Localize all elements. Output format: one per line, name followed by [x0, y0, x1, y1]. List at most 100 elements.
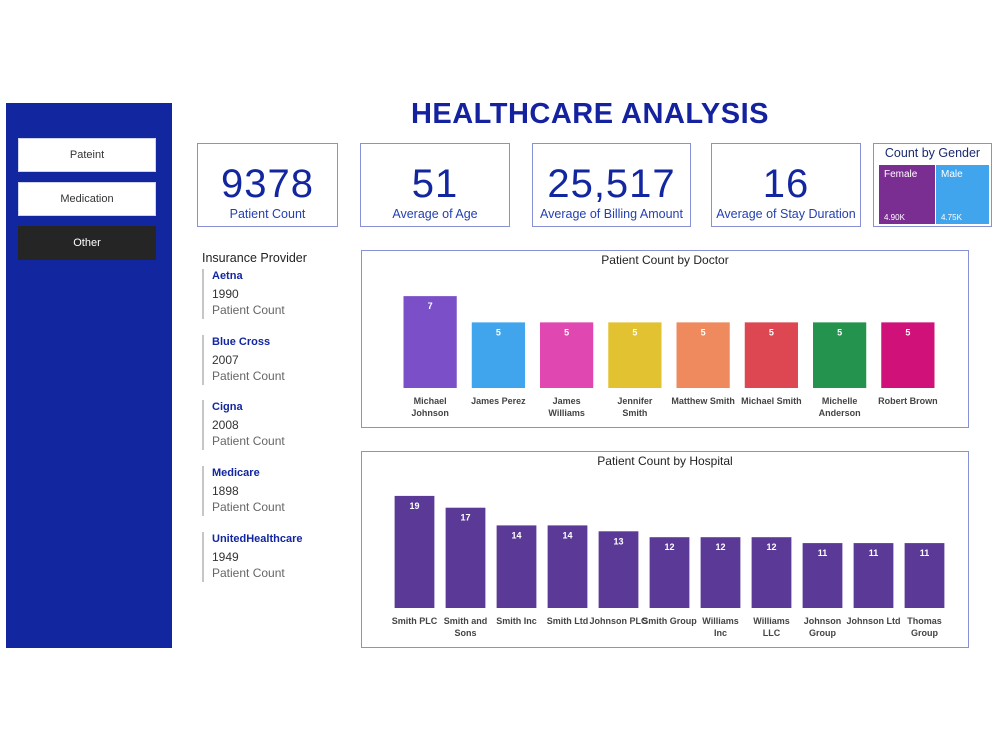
- insurance-value: 1949: [212, 550, 239, 564]
- x-tick-label-smith-ltd: Smith Ltd: [547, 616, 589, 626]
- x-tick-label-jennifer-smith: Jennifer Smith: [617, 396, 653, 418]
- bar-michael-smith[interactable]: [744, 322, 798, 388]
- gender-tile-value: 4.75K: [941, 213, 962, 222]
- bar-williams-inc[interactable]: [700, 537, 741, 608]
- kpi-label: Average of Stay Duration: [716, 207, 856, 221]
- insurance-provider-title: Insurance Provider: [202, 251, 307, 265]
- kpi-card-average-age: 51 Average of Age: [360, 143, 510, 227]
- bar-smith-ltd[interactable]: [547, 525, 588, 608]
- data-label-johnson-ltd: 11: [869, 548, 879, 558]
- data-label-james-williams: 5: [564, 327, 569, 337]
- insurance-name: Cigna: [212, 401, 243, 413]
- bar-jennifer-smith[interactable]: [608, 322, 662, 388]
- x-tick-label-james-perez: James Perez: [471, 396, 526, 406]
- kpi-value: 51: [411, 162, 459, 206]
- bar-williams-llc[interactable]: [751, 537, 792, 608]
- x-tick-label-smith-plc: Smith PLC: [392, 616, 438, 626]
- x-tick-label-williams-llc: Williams LLC: [753, 616, 789, 638]
- x-tick-label-johnson-ltd: Johnson Ltd: [847, 616, 901, 626]
- chart-hospital-card: Patient Count by Hospital 19 Smith PLC 17 S…: [361, 451, 969, 648]
- x-tick-label-johnson-group: Johnson Group: [804, 616, 842, 638]
- sidebar: Pateint Medication Other: [6, 103, 172, 648]
- kpi-label: Average of Billing Amount: [540, 207, 683, 221]
- bar-michelle-anderson[interactable]: [813, 322, 867, 388]
- data-label-michael-smith: 5: [769, 327, 774, 337]
- bar-james-perez[interactable]: [471, 322, 525, 388]
- kpi-label: Patient Count: [229, 207, 306, 221]
- data-label-smith-inc: 14: [511, 530, 521, 540]
- data-label-robert-brown: 5: [905, 327, 910, 337]
- insurance-label: Patient Count: [212, 500, 285, 514]
- bar-smith-plc[interactable]: [394, 495, 435, 608]
- chart-doctor: 7 Michael Johnson 5 James Perez 5 James William…: [403, 296, 938, 418]
- gender-title: Count by Gender: [884, 146, 981, 160]
- data-label-michael-johnson: 7: [428, 301, 433, 311]
- x-tick-label-michelle-anderson: Michelle Anderson: [819, 396, 861, 418]
- bar-michael-johnson[interactable]: [403, 296, 457, 388]
- kpi-value: 25,517: [547, 162, 676, 206]
- insurance-card-blue-cross: Blue Cross 2007 Patient Count: [202, 335, 342, 385]
- insurance-label: Patient Count: [212, 434, 285, 448]
- insurance-label: Patient Count: [212, 303, 285, 317]
- chart-title: Patient Count by Doctor: [601, 253, 729, 267]
- data-label-jennifer-smith: 5: [632, 327, 637, 337]
- insurance-name: UnitedHealthcare: [212, 533, 303, 545]
- data-label-smith-plc: 19: [409, 501, 419, 511]
- gender-tile-label: Male: [941, 169, 963, 180]
- gender-tile-label: Female: [884, 169, 918, 180]
- bar-matthew-smith[interactable]: [676, 322, 730, 388]
- page-title: HEALTHCARE ANALYSIS: [410, 98, 770, 130]
- data-label-michelle-anderson: 5: [837, 327, 842, 337]
- nav-button-medication[interactable]: Medication: [18, 182, 156, 216]
- x-tick-label-thomas-group: Thomas Group: [907, 616, 942, 638]
- chart-doctor-card: Patient Count by Doctor 7 Michael Johnson 5…: [361, 250, 969, 428]
- bar-smith-and-sons[interactable]: [445, 507, 486, 608]
- x-tick-label-robert-brown: Robert Brown: [878, 396, 938, 406]
- insurance-card-aetna: Aetna 1990 Patient Count: [202, 269, 342, 319]
- x-tick-label-michael-johnson: Michael Johnson: [411, 396, 449, 418]
- bar-johnson-ltd[interactable]: [853, 543, 894, 608]
- insurance-name: Blue Cross: [212, 336, 271, 348]
- x-tick-label-smith-group: Smith Group: [642, 616, 697, 626]
- kpi-card-patient-count: 9378 Patient Count: [197, 143, 338, 227]
- nav-button-other[interactable]: Other: [18, 226, 156, 260]
- gender-tile-value: 4.90K: [884, 213, 905, 222]
- x-tick-label-smith-and-sons: Smith and Sons: [444, 616, 488, 638]
- insurance-card-medicare: Medicare 1898 Patient Count: [202, 466, 342, 516]
- bar-smith-group[interactable]: [649, 537, 690, 608]
- data-label-matthew-smith: 5: [701, 327, 706, 337]
- gender-tile-female[interactable]: Female 4.90K: [879, 165, 935, 224]
- data-label-smith-ltd: 14: [562, 530, 572, 540]
- insurance-value: 2007: [212, 353, 239, 367]
- bar-james-williams[interactable]: [540, 322, 594, 388]
- gender-tile-male[interactable]: Male 4.75K: [936, 165, 989, 224]
- bar-smith-inc[interactable]: [496, 525, 537, 608]
- insurance-label: Patient Count: [212, 566, 285, 580]
- kpi-card-average-stay: 16 Average of Stay Duration: [711, 143, 861, 227]
- kpi-value: 16: [762, 162, 810, 206]
- data-label-smith-group: 12: [664, 542, 674, 552]
- chart-title: Patient Count by Hospital: [597, 454, 733, 468]
- insurance-name: Aetna: [212, 270, 243, 282]
- data-label-johnson-plc: 13: [613, 536, 623, 546]
- insurance-label: Patient Count: [212, 369, 285, 383]
- data-label-williams-inc: 12: [715, 542, 725, 552]
- insurance-value: 1898: [212, 484, 239, 498]
- bar-johnson-group[interactable]: [802, 543, 843, 608]
- x-tick-label-matthew-smith: Matthew Smith: [671, 396, 735, 406]
- x-tick-label-smith-inc: Smith Inc: [496, 616, 537, 626]
- nav-button-pateint[interactable]: Pateint: [18, 138, 156, 172]
- insurance-name: Medicare: [212, 467, 260, 479]
- x-tick-label-michael-smith: Michael Smith: [741, 396, 802, 406]
- data-label-james-perez: 5: [496, 327, 501, 337]
- x-tick-label-williams-inc: Williams Inc: [702, 616, 738, 638]
- insurance-card-unitedhealthcare: UnitedHealthcare 1949 Patient Count: [202, 532, 342, 582]
- bar-robert-brown[interactable]: [881, 322, 935, 388]
- bar-johnson-plc[interactable]: [598, 531, 639, 608]
- bar-thomas-group[interactable]: [904, 543, 945, 608]
- x-tick-label-johnson-plc: Johnson PLC: [590, 616, 648, 626]
- kpi-label: Average of Age: [392, 207, 478, 221]
- insurance-value: 2008: [212, 418, 239, 432]
- data-label-johnson-group: 11: [818, 548, 828, 558]
- data-label-thomas-group: 11: [920, 548, 930, 558]
